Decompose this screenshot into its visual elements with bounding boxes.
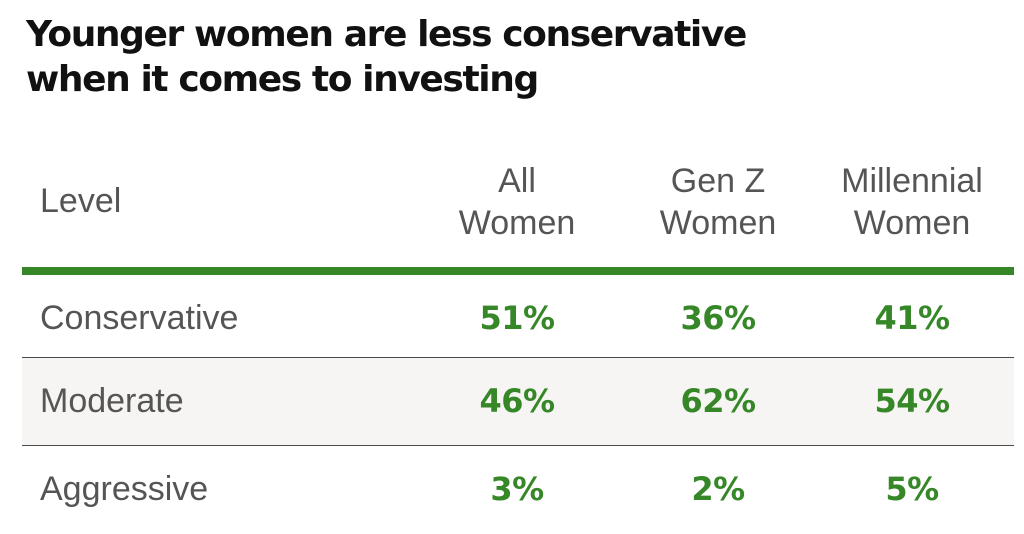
column-header-line-1: Millennial bbox=[841, 162, 983, 200]
column-header-line-2: Women bbox=[853, 204, 971, 242]
column-header-gen-z-women: Gen Z Women bbox=[618, 160, 818, 244]
table-row-moderate: Moderate 46% 62% 54% bbox=[22, 358, 1014, 445]
table-row-conservative: Conservative 51% 36% 41% bbox=[22, 275, 1014, 362]
chart-title: Younger women are less conservative when… bbox=[26, 12, 986, 102]
row-header-label: Level bbox=[40, 182, 122, 220]
chart-title-line-2: when it comes to investing bbox=[26, 59, 539, 100]
column-header-line-1: Gen Z bbox=[670, 162, 766, 200]
table-cell: 54% bbox=[874, 382, 950, 420]
table-cell: 36% bbox=[680, 299, 756, 337]
column-header-line-2: Women bbox=[458, 204, 576, 242]
row-label: Conservative bbox=[40, 299, 239, 337]
row-label: Moderate bbox=[40, 382, 184, 420]
row-divider bbox=[22, 357, 1014, 358]
table-row-aggressive: Aggressive 3% 2% 5% bbox=[22, 446, 1014, 533]
chart-title-line-1: Younger women are less conservative bbox=[26, 14, 747, 55]
table-cell: 46% bbox=[479, 382, 555, 420]
table-cell: 62% bbox=[680, 382, 756, 420]
column-header-line-2: Women bbox=[659, 204, 777, 242]
row-divider bbox=[22, 445, 1014, 446]
column-header-all-women: All Women bbox=[417, 160, 617, 244]
table-cell: 51% bbox=[479, 299, 555, 337]
table-cell: 2% bbox=[691, 470, 745, 508]
column-header-millennial-women: Millennial Women bbox=[812, 160, 1012, 244]
header-divider bbox=[22, 267, 1014, 275]
row-label: Aggressive bbox=[40, 470, 209, 508]
table-cell: 5% bbox=[885, 470, 939, 508]
column-header-line-1: All bbox=[498, 162, 536, 200]
table-cell: 41% bbox=[874, 299, 950, 337]
table-cell: 3% bbox=[490, 470, 544, 508]
